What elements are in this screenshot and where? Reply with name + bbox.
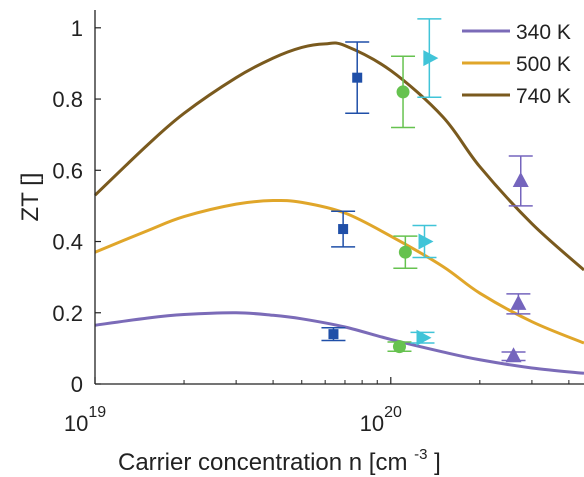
data-point-square	[352, 72, 363, 83]
data-point-triangle-up	[505, 347, 522, 363]
x-axis-label-exponent: -3	[414, 446, 427, 463]
data-point-circle	[396, 85, 410, 99]
x-tick-label: 1020	[360, 404, 402, 436]
y-tick-label: 0.8	[52, 87, 83, 112]
ticks: 0 0.2 0.4 0.6 0.8 1 1019 1020	[52, 16, 570, 436]
data-point-triangle-up	[512, 171, 529, 187]
series-line-340-k	[94, 311, 584, 375]
x-axis-label-main: Carrier concentration n [cm	[118, 449, 407, 476]
y-axis-label: ZT []	[17, 173, 44, 222]
data-point-triangle-right	[416, 329, 432, 346]
legend-label: 340 K	[516, 21, 571, 44]
y-tick-label: 1	[71, 16, 83, 41]
legend-label: 740 K	[516, 85, 571, 108]
data-point-triangle-right	[418, 233, 434, 250]
data-point-square	[338, 224, 349, 235]
x-tick-label: 1019	[64, 404, 106, 436]
legend-label: 500 K	[516, 53, 571, 76]
data-point-circle	[398, 245, 412, 259]
x-axis-label-close: ]	[434, 449, 441, 476]
data-point-circle	[392, 340, 406, 354]
data-point-triangle-up	[510, 294, 527, 310]
data-point-triangle-right	[423, 50, 439, 67]
series-line-740-k	[93, 41, 584, 272]
axes	[94, 10, 584, 385]
legend: 340 K 500 K 740 K	[462, 21, 571, 108]
model-curves	[93, 41, 584, 375]
x-axis-label: Carrier concentration n [cm -3 ]	[118, 438, 441, 476]
y-tick-label: 0	[71, 372, 83, 397]
series-line-500-k	[94, 198, 584, 345]
measurement-points	[321, 18, 533, 363]
data-point-square	[328, 329, 339, 340]
y-tick-label: 0.4	[52, 230, 83, 255]
y-tick-label: 0.6	[52, 158, 83, 183]
y-tick-label: 0.2	[52, 301, 83, 326]
